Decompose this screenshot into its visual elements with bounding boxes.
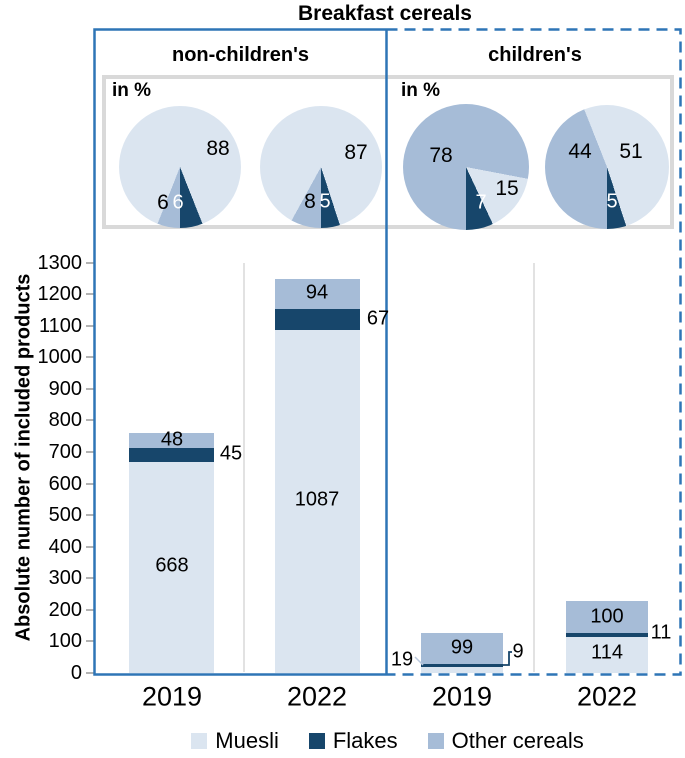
bar-value-other: 48 [160, 428, 184, 451]
pie-unit-label-childrens: in % [401, 80, 441, 101]
y-tick-mark [86, 356, 94, 359]
y-tick-label: 1100 [38, 314, 82, 337]
y-tick-mark [86, 324, 94, 327]
legend-item-muesli: Muesli [191, 728, 279, 754]
bar-segment-flakes [275, 309, 360, 330]
pie-label-muesli: 88 [206, 137, 230, 160]
bar-value-other: 100 [590, 605, 624, 628]
pie-label-flakes: 6 [172, 191, 184, 214]
pie-label-muesli: 87 [344, 141, 368, 164]
y-tick-label: 200 [48, 598, 82, 621]
y-tick-label: 100 [48, 630, 82, 653]
bar-value-muesli: 1087 [294, 488, 340, 511]
y-tick-mark [86, 419, 94, 422]
legend-label: Muesli [215, 728, 279, 753]
x-tick-year: 2019 [431, 681, 493, 712]
bar-value-muesli: 668 [155, 554, 189, 577]
legend-label: Flakes [332, 728, 398, 753]
bar-value-flakes: 45 [219, 442, 243, 465]
y-tick-label: 500 [48, 504, 82, 527]
y-tick-label: 400 [48, 535, 82, 558]
legend-item-other-cereals: Other cereals [427, 728, 584, 754]
y-tick-label: 900 [48, 377, 82, 400]
bar-value-other: 94 [305, 281, 329, 304]
bar-segment-muesli [421, 667, 503, 673]
legend: Muesli Flakes Other cereals [93, 728, 682, 754]
y-tick-mark [86, 293, 94, 296]
y-tick-label: 600 [48, 472, 82, 495]
bar-segment-flakes [421, 664, 503, 667]
y-tick-mark [86, 640, 94, 643]
pie-label-other: 8 [304, 190, 316, 213]
pie-label-other: 44 [568, 140, 592, 163]
legend-swatch-other-cereals [427, 733, 444, 749]
bar-value-flakes: 11 [650, 621, 672, 644]
pie-label-flakes: 7 [475, 191, 487, 214]
bar-segment-flakes [566, 633, 648, 637]
pie-label-other: 78 [429, 144, 453, 167]
bar-value-muesli: 19 [390, 648, 414, 671]
pie-label-muesli: 51 [619, 140, 643, 163]
pie-label-other: 6 [157, 191, 169, 214]
legend-label: Other cereals [451, 728, 584, 753]
y-tick-mark [86, 672, 94, 674]
legend-item-flakes: Flakes [308, 728, 398, 754]
y-tick-label: 1300 [37, 251, 83, 274]
chart-title: Breakfast cereals [298, 2, 472, 25]
y-tick-mark [86, 545, 94, 548]
label-leader-line [503, 651, 512, 666]
x-tick-year: 2019 [141, 681, 203, 712]
y-tick-mark [86, 482, 94, 485]
x-tick-year: 2022 [286, 681, 348, 712]
bar-value-other: 99 [450, 636, 474, 659]
y-tick-label: 0 [70, 662, 82, 684]
y-tick-label: 1000 [37, 346, 83, 369]
y-tick-mark [86, 451, 94, 453]
x-tick-year: 2022 [576, 681, 638, 712]
y-tick-mark [86, 387, 94, 390]
panel-header-non-childrens: non-children's [172, 44, 309, 66]
pie-childrens-2019 [403, 104, 529, 230]
pie-label-muesli: 15 [495, 177, 519, 200]
y-tick-label: 300 [48, 567, 82, 590]
y-tick-label: 800 [48, 409, 82, 432]
panel-header-childrens: children's [488, 44, 582, 66]
bar-value-muesli: 114 [591, 641, 623, 664]
pie-label-flakes: 5 [319, 190, 331, 213]
bar-value-flakes: 67 [366, 307, 390, 330]
y-tick-label: 1200 [37, 283, 83, 306]
y-tick-mark [86, 577, 94, 580]
bar-value-flakes: 9 [512, 640, 524, 663]
pie-unit-label-non-childrens: in % [112, 80, 152, 101]
y-tick-mark [86, 608, 94, 611]
y-tick-mark [86, 514, 94, 517]
y-tick-mark [86, 261, 94, 264]
pie-label-flakes: 5 [606, 190, 618, 213]
legend-swatch-muesli [191, 733, 208, 749]
y-tick-label: 700 [48, 441, 82, 463]
legend-swatch-flakes [308, 733, 325, 749]
